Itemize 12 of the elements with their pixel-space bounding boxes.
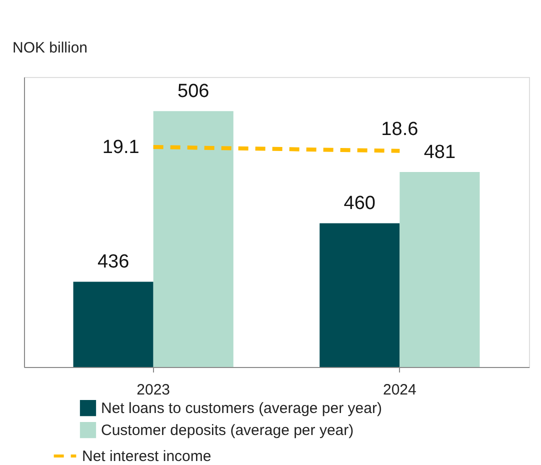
legend-label: Net loans to customers (average per year) (101, 400, 382, 417)
data-label: 506 (178, 81, 210, 102)
data-label: 18.6 (381, 119, 418, 140)
data-label: 460 (344, 193, 376, 214)
legend-label: Net interest income (82, 448, 212, 465)
data-label: 481 (424, 142, 456, 164)
y-axis-title: NOK billion (12, 40, 88, 56)
legend-label: Customer deposits (average per year) (101, 422, 354, 439)
x-tick-label: 2023 (136, 382, 170, 398)
x-tick-label: 2024 (382, 382, 416, 398)
data-label: 436 (97, 252, 130, 273)
data-label: 19.1 (102, 137, 140, 158)
